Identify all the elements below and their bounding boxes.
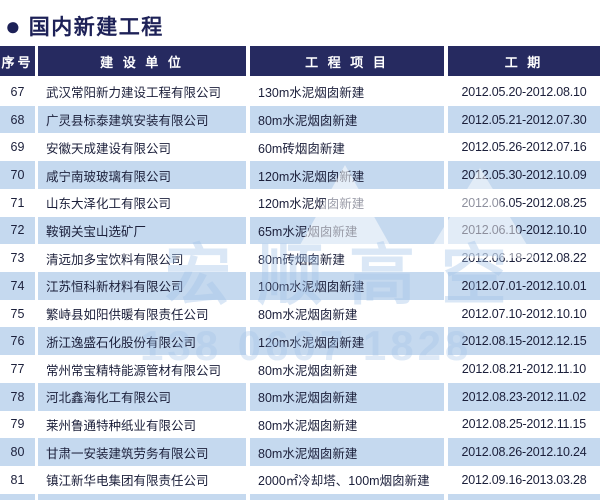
row-project: 80m水泥烟囱新建 [250, 438, 444, 467]
row-period: 2012.06.05-2012.08.25 [461, 195, 587, 210]
table-row: 69 安徽天成建设有限公司 60m砖烟囱新建 2012.05.26-2012.07.1… [0, 133, 600, 161]
row-no: 71 [10, 195, 25, 210]
row-project: 2000㎡冷却塔、100m烟囱新建 [258, 474, 430, 489]
row-project: 80m砖烟囱新建 [258, 252, 345, 267]
projects-table: 序号 建 设 单 位 工 程 项 目 工 期 67 武汉常阳新力建设工程有限公司 1… [0, 46, 600, 500]
table-row: 79 莱州鲁通特种纸业有限公司 80m水泥烟囱新建 2012.08.25-2012.1… [0, 411, 600, 439]
row-no: 67 [10, 84, 25, 99]
row-project: 80m水泥烟囱新建 [258, 363, 358, 378]
row-period: 2012.06.18-2012.08.22 [461, 251, 587, 266]
row-period: 2012.07.01-2012.10.01 [448, 272, 600, 300]
column-divider [444, 46, 448, 76]
table-row: 68 广灵县标泰建筑安装有限公司 80m水泥烟囱新建 2012.05.21-2012.… [0, 105, 600, 134]
row-company: 咸宁南玻玻璃有限公司 [38, 161, 246, 189]
row-company: 甘肃一安装建筑劳务有限公司 [38, 438, 246, 467]
row-no: 80 [0, 438, 35, 467]
row-company: 繁峙县如阳供暖有限责任公司 [46, 308, 209, 323]
table-row: 80 甘肃一安装建筑劳务有限公司 80m水泥烟囱新建 2012.08.26-2012.… [0, 438, 600, 467]
table-row-partial [0, 493, 600, 500]
row-company: 河北鑫海化工有限公司 [38, 382, 246, 411]
row-project: 120m水泥烟囱新建 [250, 161, 444, 189]
row-company: 安徽天成建设有限公司 [46, 141, 172, 156]
row-no: 75 [10, 306, 25, 321]
bullet-icon: ● [5, 11, 21, 41]
row-project: 80m水泥烟囱新建 [258, 308, 358, 323]
header-company: 建 设 单 位 [38, 46, 246, 76]
row-no: 70 [0, 161, 35, 189]
row-company: 武汉常阳新力建设工程有限公司 [46, 86, 222, 101]
row-project: 100m水泥烟囱新建 [250, 272, 444, 300]
row-no: 69 [10, 140, 25, 155]
table-row: 77 常州常宝精特能源管材有限公司 80m水泥烟囱新建 2012.08.21-2012… [0, 355, 600, 383]
header-project: 工 程 项 目 [250, 46, 444, 76]
row-project: 80m水泥烟囱新建 [250, 382, 444, 411]
row-project: 60m砖烟囱新建 [258, 141, 345, 156]
column-divider [35, 46, 38, 76]
table-row: 71 山东大泽化工有限公司 120m水泥烟囱新建 2012.06.05-2012.08… [0, 189, 600, 217]
table-row: 70 咸宁南玻玻璃有限公司 120m水泥烟囱新建 2012.05.30-2012.10… [0, 161, 600, 189]
table-body: 67 武汉常阳新力建设工程有限公司 130m水泥烟囱新建 2012.05.20-201… [0, 78, 600, 500]
row-period: 2012.08.15-2012.12.15 [448, 327, 600, 356]
row-period: 2012.05.30-2012.10.09 [448, 161, 600, 189]
row-project: 130m水泥烟囱新建 [258, 86, 365, 101]
page-title-row: ● 国内新建工程 [0, 0, 600, 46]
row-company: 镇江新华电集团有限责任公司 [46, 474, 209, 489]
row-period: 2012.06.10-2012.10.10 [448, 216, 600, 245]
row-no: 78 [0, 382, 35, 411]
row-period: 2012.07.10-2012.10.10 [461, 306, 587, 321]
row-company: 常州常宝精特能源管材有限公司 [46, 363, 222, 378]
header-no: 序号 [0, 46, 35, 76]
row-period: 2012.09.16-2013.03.28 [461, 472, 587, 487]
row-no: 76 [0, 327, 35, 356]
table-header-row: 序号 建 设 单 位 工 程 项 目 工 期 [0, 46, 600, 76]
table-row: 74 江苏恒科新材料有限公司 100m水泥烟囱新建 2012.07.01-2012.1… [0, 272, 600, 300]
row-company: 山东大泽化工有限公司 [46, 197, 172, 212]
table-row: 76 浙江逸盛石化股份有限公司 120m水泥烟囱新建 2012.08.15-2012.… [0, 327, 600, 356]
row-project: 120m水泥烟囱新建 [258, 197, 365, 212]
header-period: 工 期 [448, 46, 600, 76]
table-row: 67 武汉常阳新力建设工程有限公司 130m水泥烟囱新建 2012.05.20-201… [0, 78, 600, 106]
row-period: 2012.08.25-2012.11.15 [461, 417, 587, 432]
row-project: 80m水泥烟囱新建 [258, 418, 358, 433]
table-row: 73 清远加多宝饮料有限公司 80m砖烟囱新建 2012.06.18-2012.08.… [0, 244, 600, 272]
table-row: 78 河北鑫海化工有限公司 80m水泥烟囱新建 2012.08.23-2012.11.… [0, 382, 600, 411]
row-cell [38, 493, 246, 500]
header-divider [0, 76, 600, 78]
row-no: 68 [0, 105, 35, 134]
row-no: 73 [10, 251, 25, 266]
row-company: 莱州鲁通特种纸业有限公司 [46, 418, 197, 433]
row-project: 80m水泥烟囱新建 [250, 105, 444, 134]
row-project: 65m水泥烟囱新建 [250, 216, 444, 245]
row-company: 广灵县标泰建筑安装有限公司 [38, 105, 246, 134]
row-period: 2012.08.21-2012.11.10 [461, 362, 587, 377]
row-no: 79 [10, 417, 25, 432]
row-period: 2012.08.23-2012.11.02 [448, 382, 600, 411]
row-project: 120m水泥烟囱新建 [250, 327, 444, 356]
column-divider [246, 46, 250, 76]
page-title: 国内新建工程 [28, 16, 164, 39]
row-company: 江苏恒科新材料有限公司 [38, 272, 246, 300]
row-period: 2012.05.20-2012.08.10 [461, 84, 587, 99]
row-cell [250, 493, 444, 500]
row-no: 72 [0, 216, 35, 245]
table-row: 75 繁峙县如阳供暖有限责任公司 80m水泥烟囱新建 2012.07.10-2012.… [0, 300, 600, 328]
row-period: 2012.05.21-2012.07.30 [448, 105, 600, 134]
row-company: 清远加多宝饮料有限公司 [46, 252, 184, 267]
row-company: 浙江逸盛石化股份有限公司 [38, 327, 246, 356]
row-no: 74 [0, 272, 35, 300]
row-no: 81 [10, 472, 25, 487]
row-no: 77 [10, 362, 25, 377]
row-cell [448, 493, 600, 500]
row-company: 鞍钢关宝山选矿厂 [38, 216, 246, 245]
row-period: 2012.08.26-2012.10.24 [448, 438, 600, 467]
row-cell [0, 493, 35, 500]
table-row: 72 鞍钢关宝山选矿厂 65m水泥烟囱新建 2012.06.10-2012.10.10 [0, 216, 600, 245]
row-period: 2012.05.26-2012.07.16 [461, 140, 587, 155]
table-row: 81 镇江新华电集团有限责任公司 2000㎡冷却塔、100m烟囱新建 2012.09.… [0, 466, 600, 494]
